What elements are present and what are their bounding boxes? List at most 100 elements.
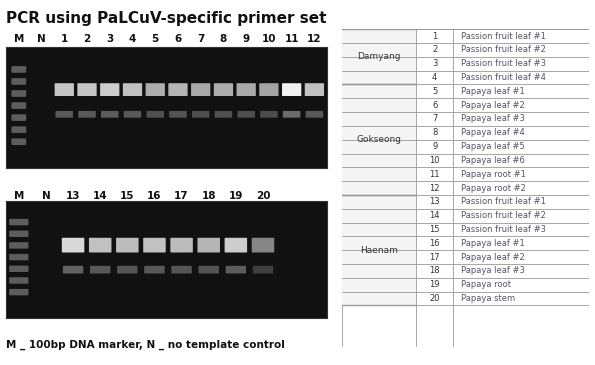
Text: 15: 15: [430, 225, 440, 234]
FancyBboxPatch shape: [11, 126, 26, 133]
FancyBboxPatch shape: [89, 238, 111, 253]
FancyBboxPatch shape: [101, 111, 118, 118]
FancyBboxPatch shape: [11, 78, 26, 85]
Text: 19: 19: [430, 280, 440, 289]
FancyBboxPatch shape: [306, 111, 323, 118]
Text: 20: 20: [256, 191, 270, 201]
Text: 3: 3: [432, 59, 437, 68]
Text: 5: 5: [432, 87, 437, 96]
Text: Passion fruit leaf #4: Passion fruit leaf #4: [461, 73, 546, 82]
FancyBboxPatch shape: [259, 83, 278, 96]
FancyBboxPatch shape: [283, 111, 300, 118]
Text: Papaya root: Papaya root: [461, 280, 511, 289]
Text: 9: 9: [243, 34, 250, 44]
Text: 7: 7: [197, 34, 205, 44]
Text: Passion fruit leaf #2: Passion fruit leaf #2: [461, 45, 546, 54]
Text: 16: 16: [147, 191, 162, 201]
FancyBboxPatch shape: [170, 238, 193, 253]
Text: Damyang: Damyang: [358, 52, 401, 61]
Text: Papaya leaf #1: Papaya leaf #1: [461, 87, 524, 96]
Text: 4: 4: [432, 73, 437, 82]
Text: Passion fruit leaf #1: Passion fruit leaf #1: [461, 32, 546, 41]
FancyBboxPatch shape: [237, 111, 255, 118]
FancyBboxPatch shape: [9, 254, 29, 260]
FancyBboxPatch shape: [199, 266, 219, 273]
FancyBboxPatch shape: [305, 83, 324, 96]
FancyBboxPatch shape: [11, 102, 26, 109]
FancyBboxPatch shape: [55, 83, 74, 96]
Text: 20: 20: [430, 294, 440, 303]
Text: Papaya leaf #4: Papaya leaf #4: [461, 128, 524, 137]
FancyBboxPatch shape: [90, 266, 111, 273]
Text: Papaya leaf #3: Papaya leaf #3: [461, 266, 525, 276]
Text: 8: 8: [432, 128, 437, 137]
FancyBboxPatch shape: [252, 238, 274, 253]
Bar: [342, 29, 416, 84]
Text: N: N: [37, 34, 46, 44]
Text: Haenam: Haenam: [360, 246, 398, 255]
Text: Passion fruit leaf #2: Passion fruit leaf #2: [461, 211, 546, 220]
Text: 1: 1: [61, 34, 68, 44]
Text: Papaya leaf #5: Papaya leaf #5: [461, 142, 524, 151]
FancyBboxPatch shape: [214, 83, 233, 96]
Text: Gokseong: Gokseong: [356, 135, 402, 144]
Text: 13: 13: [66, 191, 80, 201]
FancyBboxPatch shape: [11, 138, 26, 145]
Text: Papaya root #2: Papaya root #2: [461, 184, 525, 193]
Text: Passion fruit leaf #1: Passion fruit leaf #1: [461, 197, 546, 206]
Text: 10: 10: [430, 156, 440, 165]
Text: 4: 4: [129, 34, 136, 44]
Text: 6: 6: [174, 34, 181, 44]
Text: Passion fruit leaf #3: Passion fruit leaf #3: [461, 225, 546, 234]
Text: 11: 11: [284, 34, 299, 44]
Text: 10: 10: [262, 34, 276, 44]
FancyBboxPatch shape: [9, 231, 29, 237]
FancyBboxPatch shape: [215, 111, 232, 118]
FancyBboxPatch shape: [169, 111, 187, 118]
Text: Papaya leaf #1: Papaya leaf #1: [461, 239, 524, 248]
Text: 16: 16: [430, 239, 440, 248]
FancyBboxPatch shape: [123, 83, 142, 96]
Text: 14: 14: [430, 211, 440, 220]
FancyBboxPatch shape: [146, 111, 164, 118]
FancyBboxPatch shape: [171, 266, 192, 273]
FancyBboxPatch shape: [11, 90, 26, 97]
Text: 7: 7: [432, 115, 437, 123]
FancyBboxPatch shape: [62, 238, 84, 253]
FancyBboxPatch shape: [55, 111, 73, 118]
Text: 6: 6: [432, 101, 437, 110]
Text: M: M: [14, 191, 24, 201]
FancyBboxPatch shape: [168, 83, 187, 96]
Text: Papaya root #1: Papaya root #1: [461, 170, 525, 179]
Text: PCR using PaLCuV-specific primer set: PCR using PaLCuV-specific primer set: [6, 11, 327, 26]
FancyBboxPatch shape: [124, 111, 141, 118]
Text: 2: 2: [432, 45, 437, 54]
Text: 19: 19: [228, 191, 243, 201]
Text: Papaya leaf #3: Papaya leaf #3: [461, 115, 525, 123]
Text: 12: 12: [430, 184, 440, 193]
FancyBboxPatch shape: [143, 238, 165, 253]
Text: M: M: [14, 34, 24, 44]
FancyBboxPatch shape: [9, 242, 29, 249]
FancyBboxPatch shape: [226, 266, 246, 273]
FancyBboxPatch shape: [117, 266, 137, 273]
Text: 2: 2: [83, 34, 90, 44]
Text: N: N: [42, 191, 51, 201]
FancyBboxPatch shape: [260, 111, 278, 118]
FancyBboxPatch shape: [282, 83, 301, 96]
FancyBboxPatch shape: [146, 83, 165, 96]
FancyBboxPatch shape: [237, 83, 256, 96]
Text: 9: 9: [432, 142, 437, 151]
FancyBboxPatch shape: [79, 111, 96, 118]
Text: Papaya leaf #2: Papaya leaf #2: [461, 253, 524, 262]
Text: 13: 13: [430, 197, 440, 206]
Text: 12: 12: [307, 34, 322, 44]
Text: Papaya leaf #6: Papaya leaf #6: [461, 156, 525, 165]
Text: 15: 15: [120, 191, 134, 201]
FancyBboxPatch shape: [11, 66, 26, 73]
FancyBboxPatch shape: [100, 83, 120, 96]
FancyBboxPatch shape: [63, 266, 83, 273]
Text: Papaya stem: Papaya stem: [461, 294, 515, 303]
Text: 17: 17: [174, 191, 189, 201]
FancyBboxPatch shape: [9, 277, 29, 284]
